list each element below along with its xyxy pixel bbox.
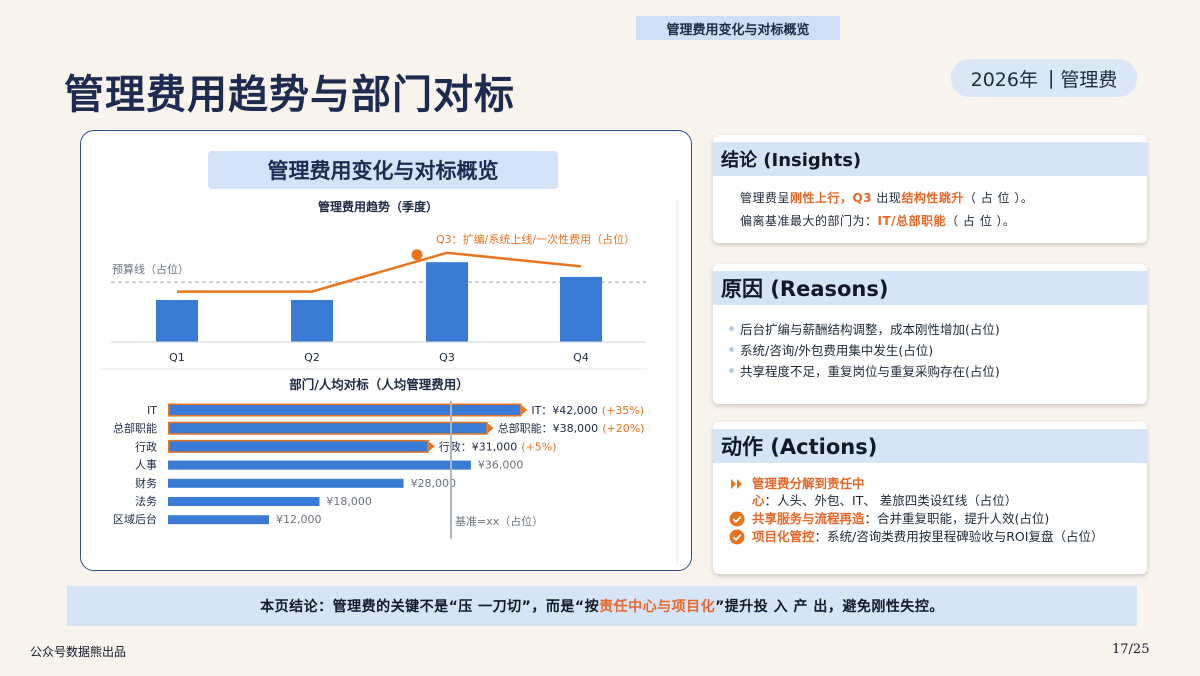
charts-svg: 管理费用趋势（季度） 预算线（占位） Q1 Q2 Q3 Q4 Q3：扩编/系统上线/一次性费… bbox=[101, 199, 678, 563]
arrow-marker-icon bbox=[521, 405, 528, 415]
dept-value-label: IT：¥42,000 (+35%) bbox=[531, 404, 644, 417]
reason-item: 系统/咨询/外包费用集中发生(占位) bbox=[729, 340, 933, 359]
action-text: 项目化管控：系统/咨询类费用按里程碑验收与ROI复盘（占位） bbox=[752, 528, 1129, 545]
action-key: 共享服务与流程再造 bbox=[752, 511, 865, 526]
arrow-marker-icon bbox=[487, 423, 494, 434]
insight-2-highlight: IT/总部职能 bbox=[877, 214, 947, 228]
dept-value-label: ¥28,000 bbox=[411, 477, 457, 490]
quarter-tick-label: Q4 bbox=[573, 351, 589, 364]
reasons-panel: 原因 (Reasons) 后台扩编与薪酬结构调整，成本刚性增加(占位) 系统/咨… bbox=[713, 264, 1147, 404]
quarter-tick-label: Q1 bbox=[169, 351, 185, 364]
bullet-dot-icon bbox=[729, 347, 734, 352]
chart-area: 管理费用趋势（季度） 预算线（占位） Q1 Q2 Q3 Q4 Q3：扩编/系统上线/一次性费… bbox=[101, 199, 691, 563]
badge-year: 2026年 bbox=[970, 68, 1038, 91]
conclusion-text-a: 本页结论：管理费的关键不是“压 一刀切”，而是“按 bbox=[260, 599, 600, 615]
dept-tick-label: 财务 bbox=[135, 476, 157, 490]
trend-line bbox=[177, 251, 582, 293]
dept-bar bbox=[168, 497, 320, 506]
badge-topic: 管理费 bbox=[1060, 68, 1118, 91]
footer-source: 公众号数据熊出品 bbox=[30, 645, 127, 659]
dept-tick-label: 法务 bbox=[135, 494, 157, 508]
dept-tick-label: 人事 bbox=[135, 459, 157, 472]
trend-bar bbox=[156, 300, 198, 342]
reference-label: 预算线（占位） bbox=[112, 262, 189, 276]
conclusion-text-c: ，避免刚性失控。 bbox=[827, 599, 944, 615]
action-item: 共享服务与流程再造：合并重复职能，提升人效(占位) bbox=[729, 510, 1129, 527]
reason-item: 共享程度不足，重复岗位与重复采购存在(占位) bbox=[729, 361, 1000, 380]
dept-value-label: ¥12,000 bbox=[276, 513, 322, 526]
actions-panel: 动作 (Actions) 管理费分解到责任中心：人头、外包、IT、 差旅四类设红… bbox=[713, 422, 1147, 574]
insight-line-2: 偏离基准最大的部门为：IT/总部职能（ 占 位 ）。 bbox=[740, 212, 1016, 229]
quarter-tick-label: Q3 bbox=[439, 351, 455, 364]
dept-bar bbox=[169, 441, 428, 452]
dept-bar bbox=[168, 515, 269, 525]
action-item: 管理费分解到责任中心：人头、外包、IT、 差旅四类设红线（占位） bbox=[729, 475, 1129, 509]
action-detail: ：人头、外包、IT、 差旅四类设红线（占位） bbox=[764, 493, 1018, 508]
actions-heading: 动作 (Actions) bbox=[713, 429, 1147, 463]
dept-bar bbox=[169, 423, 487, 434]
action-key: 项目化管控 bbox=[752, 529, 815, 544]
chart-card-title: 管理费用变化与对标概览 bbox=[208, 151, 558, 189]
insight-2-text-b: （ 占 位 ）。 bbox=[946, 214, 1016, 228]
q3-peak-marker bbox=[411, 249, 423, 261]
insight-1-highlight-b: 结构性跳升 bbox=[901, 191, 964, 205]
quarter-tick-label: Q2 bbox=[304, 351, 320, 364]
page-title: 管理费用趋势与部门对标 bbox=[64, 72, 515, 118]
insights-heading: 结论 (Insights) bbox=[713, 142, 1147, 176]
q3-annotation: Q3：扩编/系统上线/一次性费用（占位） bbox=[436, 232, 635, 246]
dept-value-label: ¥36,000 bbox=[478, 459, 524, 472]
reason-text: 后台扩编与薪酬结构调整，成本刚性增加(占位) bbox=[740, 322, 1000, 337]
action-item: 项目化管控：系统/咨询类费用按里程碑验收与ROI复盘（占位） bbox=[729, 528, 1129, 545]
insight-1-text-b: 出现 bbox=[872, 191, 902, 205]
action-detail: ：系统/咨询类费用按里程碑验收与ROI复盘（占位） bbox=[814, 529, 1104, 544]
top-section-tag: 管理费用变化与对标概览 bbox=[636, 16, 840, 40]
chart-card: 管理费用变化与对标概览 管理费用趋势（季度） 预算线（占位） Q1 Q2 Q3 Q4 Q3：… bbox=[80, 130, 692, 571]
insight-1-text-c: （ 占 位 ）。 bbox=[963, 191, 1034, 205]
dept-value-label: ¥18,000 bbox=[326, 495, 372, 508]
action-key: 管理费分解到责任中心 bbox=[752, 476, 865, 508]
conclusion-highlight-a: 责任中心与项目化 bbox=[599, 599, 716, 615]
insight-line-1: 管理费呈刚性上行，Q3 出现结构性跳升（ 占 位 ）。 bbox=[740, 189, 1033, 206]
trend-bar bbox=[426, 262, 468, 342]
year-topic-badge: 2026年 | 管理费 bbox=[951, 59, 1137, 97]
trend-bar bbox=[291, 300, 333, 342]
insight-2-text-a: 偏离基准最大的部门为： bbox=[740, 214, 878, 228]
insights-panel: 结论 (Insights) 管理费呈刚性上行，Q3 出现结构性跳升（ 占 位 ）… bbox=[713, 135, 1147, 243]
page-number: 17/25 bbox=[1112, 642, 1150, 657]
dept-bar bbox=[168, 460, 471, 470]
reason-text: 共享程度不足，重复岗位与重复采购存在(占位) bbox=[740, 364, 1000, 379]
dept-value-label: 行政：¥31,000 (+5%) bbox=[439, 439, 557, 453]
action-text: 管理费分解到责任中心：人头、外包、IT、 差旅四类设红线（占位） bbox=[752, 475, 1129, 509]
dept-bar bbox=[168, 478, 404, 488]
check-circle-icon bbox=[729, 511, 745, 527]
action-text: 共享服务与流程再造：合并重复职能，提升人效(占位) bbox=[752, 510, 1129, 527]
dept-tick-label: 总部职能 bbox=[113, 421, 157, 435]
insight-1-highlight-a: 刚性上行，Q3 bbox=[790, 191, 873, 205]
arrow-marker-icon bbox=[428, 441, 435, 452]
dept-tick-label: 区域后台 bbox=[113, 512, 157, 526]
conclusion-text-b: ”提升投 入 产 出 bbox=[715, 599, 828, 615]
insight-1-text-a: 管理费呈 bbox=[740, 191, 791, 205]
dept-tick-label: IT bbox=[147, 404, 157, 417]
bullet-dot-icon bbox=[729, 326, 734, 331]
check-circle-icon bbox=[729, 529, 745, 545]
conclusion-bar: 本页结论：管理费的关键不是“压 一刀切”，而是“按 责任中心与项目化 ”提升投 入 … bbox=[67, 586, 1137, 626]
action-detail: ：合并重复职能，提升人效(占位) bbox=[864, 511, 1050, 526]
bullet-dot-icon bbox=[729, 368, 734, 373]
reasons-heading: 原因 (Reasons) bbox=[713, 271, 1147, 305]
reason-item: 后台扩编与薪酬结构调整，成本刚性增加(占位) bbox=[729, 319, 1000, 338]
dept-value-label: 总部职能：¥38,000 (+20%) bbox=[498, 421, 645, 435]
badge-separator: | bbox=[1047, 67, 1055, 89]
double-chevron-icon bbox=[731, 479, 742, 489]
benchmark-label: 基准=xx（占位） bbox=[455, 514, 543, 528]
chart-1-title: 管理费用趋势（季度） bbox=[318, 199, 438, 214]
dept-bar bbox=[169, 405, 520, 415]
dept-tick-label: 行政 bbox=[135, 439, 157, 453]
reason-text: 系统/咨询/外包费用集中发生(占位) bbox=[740, 343, 934, 358]
chart-2-title: 部门/人均对标（人均管理费用） bbox=[289, 377, 469, 392]
trend-bar bbox=[560, 276, 602, 342]
